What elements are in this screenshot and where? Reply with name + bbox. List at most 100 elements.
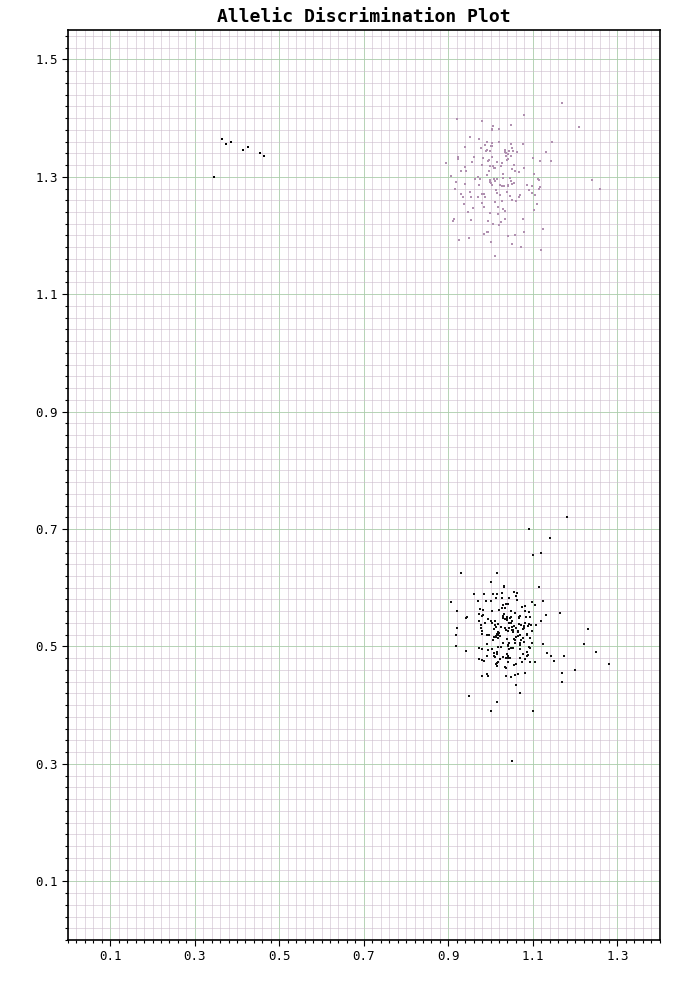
Point — [458, 189, 469, 205]
Point — [528, 703, 539, 719]
Point — [518, 211, 529, 227]
Point — [448, 211, 459, 227]
Point — [513, 666, 524, 682]
Point — [497, 610, 508, 626]
Point — [482, 642, 493, 658]
Point — [505, 170, 515, 186]
Point — [492, 206, 503, 222]
Point — [510, 629, 521, 645]
Point — [466, 154, 477, 170]
Point — [542, 645, 553, 661]
Point — [491, 646, 502, 662]
Point — [259, 148, 270, 164]
Point — [502, 646, 513, 662]
Point — [473, 651, 484, 667]
Point — [477, 602, 488, 618]
Point — [496, 178, 507, 194]
Point — [526, 594, 537, 610]
Point — [464, 230, 475, 246]
Point — [493, 625, 504, 641]
Point — [524, 639, 534, 655]
Point — [528, 150, 539, 166]
Point — [557, 665, 568, 681]
Point — [478, 607, 489, 623]
Point — [494, 217, 505, 233]
Point — [481, 648, 492, 664]
Title: Allelic Discrimination Plot: Allelic Discrimination Plot — [217, 8, 511, 26]
Point — [496, 600, 507, 616]
Point — [530, 617, 541, 633]
Point — [524, 604, 534, 620]
Point — [523, 647, 534, 663]
Point — [462, 609, 473, 625]
Point — [516, 654, 527, 670]
Point — [487, 135, 498, 151]
Point — [519, 634, 530, 650]
Point — [570, 662, 581, 678]
Point — [498, 170, 509, 186]
Point — [481, 224, 492, 240]
Point — [514, 635, 525, 651]
Point — [530, 597, 541, 613]
Point — [536, 545, 547, 561]
Point — [481, 666, 492, 682]
Point — [475, 171, 486, 187]
Point — [492, 171, 503, 187]
Point — [541, 144, 551, 160]
Point — [447, 213, 458, 229]
Point — [515, 632, 526, 648]
Point — [487, 177, 498, 193]
Point — [496, 639, 507, 655]
Point — [486, 615, 497, 631]
Point — [512, 144, 523, 160]
Point — [515, 650, 526, 666]
Point — [513, 624, 524, 640]
Point — [498, 649, 509, 665]
Point — [506, 136, 517, 152]
Point — [496, 585, 507, 601]
Point — [503, 654, 513, 670]
Point — [518, 646, 529, 662]
Point — [498, 578, 509, 594]
Point — [519, 618, 530, 634]
Point — [578, 636, 589, 652]
Point — [513, 164, 524, 180]
Point — [515, 685, 526, 701]
Point — [515, 617, 526, 633]
Point — [486, 613, 496, 629]
Point — [479, 186, 490, 202]
Point — [504, 620, 515, 636]
Point — [481, 636, 492, 652]
Point — [603, 656, 614, 672]
Point — [500, 145, 511, 161]
Point — [534, 579, 545, 595]
Point — [507, 192, 517, 208]
Point — [500, 203, 511, 219]
Point — [499, 142, 510, 158]
Point — [492, 644, 503, 660]
Point — [486, 149, 497, 165]
Point — [506, 603, 517, 619]
Point — [483, 213, 494, 229]
Point — [500, 596, 511, 612]
Point — [509, 635, 520, 651]
Point — [519, 651, 530, 667]
Point — [488, 158, 499, 174]
Point — [441, 155, 452, 171]
Point — [507, 176, 517, 192]
Point — [479, 189, 490, 205]
Point — [492, 626, 503, 642]
Point — [476, 641, 487, 657]
Point — [504, 615, 515, 631]
Point — [524, 654, 535, 670]
Point — [488, 216, 498, 232]
Point — [487, 641, 498, 657]
Point — [503, 650, 513, 666]
Point — [489, 617, 500, 633]
Point — [473, 593, 483, 609]
Point — [528, 202, 539, 218]
Point — [475, 601, 486, 617]
Point — [492, 639, 503, 655]
Point — [519, 107, 530, 123]
Point — [507, 619, 517, 635]
